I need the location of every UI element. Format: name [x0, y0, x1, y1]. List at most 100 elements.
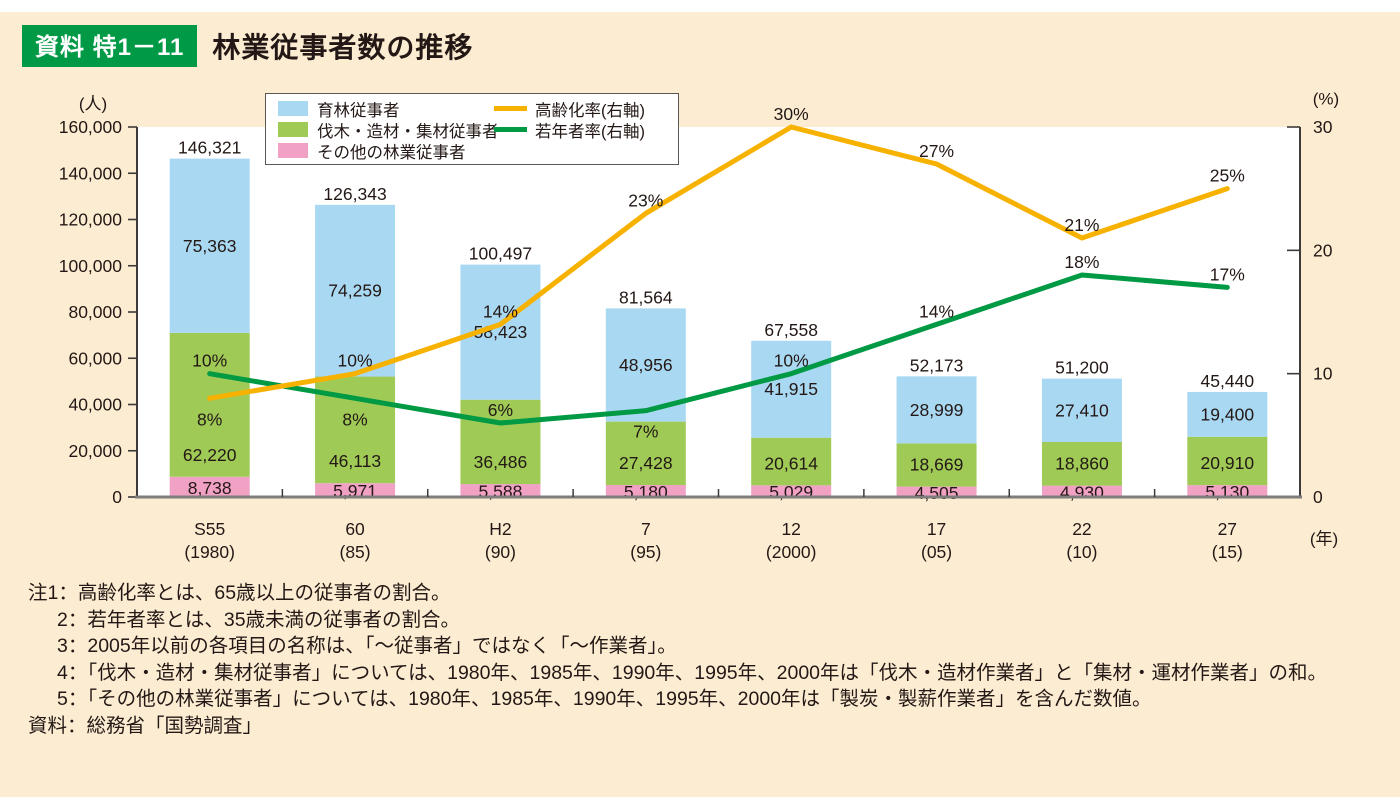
svg-text:18,669: 18,669	[910, 455, 964, 475]
svg-text:5,588: 5,588	[479, 482, 523, 502]
svg-text:140,000: 140,000	[59, 163, 123, 183]
svg-text:51,200: 51,200	[1055, 358, 1109, 378]
svg-text:81,564: 81,564	[619, 287, 673, 307]
svg-text:5,180: 5,180	[624, 482, 668, 502]
svg-text:(1980): (1980)	[184, 542, 235, 562]
svg-text:160,000: 160,000	[59, 117, 123, 137]
legend-label: 高齢化率(右軸)	[535, 101, 645, 120]
svg-text:19,400: 19,400	[1201, 404, 1255, 424]
svg-text:67,558: 67,558	[764, 320, 818, 340]
bar-value-labels: 146,321 75,363 62,220 8,738 126,343 74,259 46,…	[178, 138, 1254, 503]
svg-text:14%: 14%	[919, 301, 954, 321]
svg-text:36,486: 36,486	[474, 452, 528, 472]
svg-text:7%: 7%	[633, 422, 658, 442]
svg-text:41,915: 41,915	[764, 379, 818, 399]
svg-text:(2000): (2000)	[766, 542, 817, 562]
legend-label: その他の林業従事者	[317, 143, 466, 162]
svg-text:(%): (%)	[1313, 90, 1339, 109]
svg-text:(10): (10)	[1066, 542, 1097, 562]
y-axis-left: 0 20,000 40,000 60,000 80,000 100,000 120,000 1…	[59, 117, 137, 507]
svg-text:(85): (85)	[340, 542, 371, 562]
svg-text:6%: 6%	[488, 400, 513, 420]
svg-text:80,000: 80,000	[68, 302, 122, 322]
svg-text:100,000: 100,000	[59, 256, 123, 276]
legend-item-other: その他の林業従事者	[278, 140, 499, 162]
legend-item-logging: 伐木・造材・集材従事者	[278, 119, 499, 141]
svg-text:10%: 10%	[338, 351, 373, 371]
silviculture-swatch-icon	[278, 101, 308, 116]
note-4: 4：「伐木・造材・集材従事者」については、1980年、1985年、1990年、1…	[57, 661, 1328, 684]
note-2: 2：若年者率とは、35歳未満の従事者の割合。	[57, 608, 461, 631]
svg-text:S55: S55	[194, 519, 225, 539]
other-swatch-icon	[278, 143, 308, 158]
source-line: 資料：総務省「国勢調査」	[28, 714, 263, 737]
legend-item-young-rate: 若年者率(右軸)	[494, 119, 645, 141]
svg-text:22: 22	[1072, 519, 1091, 539]
svg-text:8,738: 8,738	[188, 478, 232, 498]
svg-text:28,999: 28,999	[910, 400, 964, 420]
young-rate-line	[207, 272, 1230, 426]
svg-text:10%: 10%	[192, 351, 227, 371]
svg-text:46,113: 46,113	[329, 451, 381, 471]
svg-text:100,497: 100,497	[469, 244, 532, 264]
svg-text:30: 30	[1313, 117, 1333, 137]
forestry-workers-chart: 0 20,000 40,000 60,000 80,000 100,000 120,000 1…	[59, 90, 1339, 563]
legend-line-entries: 高齢化率(右軸) 若年者率(右軸)	[494, 98, 645, 141]
svg-text:12: 12	[781, 519, 800, 539]
legend-bar-entries: 育林従事者 伐木・造材・集材従事者 その他の林業従事者	[278, 98, 499, 162]
svg-text:45,440: 45,440	[1201, 371, 1255, 391]
page-title: 林業従事者数の推移	[212, 32, 474, 63]
svg-text:60: 60	[345, 519, 365, 539]
note-3: 3：2005年以前の各項目の名称は、「〜従事者」ではなく「〜作業者」。	[57, 635, 677, 657]
svg-text:0: 0	[112, 487, 122, 507]
legend-item-silviculture: 育林従事者	[278, 98, 499, 120]
svg-text:5,029: 5,029	[769, 482, 813, 502]
svg-text:14%: 14%	[483, 301, 518, 321]
svg-text:40,000: 40,000	[68, 395, 122, 415]
svg-text:30%: 30%	[774, 104, 809, 124]
svg-text:18,860: 18,860	[1055, 454, 1109, 474]
svg-text:20: 20	[1313, 240, 1333, 260]
svg-text:(年): (年)	[1310, 530, 1338, 549]
svg-text:75,363: 75,363	[183, 236, 237, 256]
svg-text:20,910: 20,910	[1201, 453, 1255, 473]
svg-text:8%: 8%	[342, 409, 367, 429]
svg-text:60,000: 60,000	[68, 348, 122, 368]
svg-text:48,956: 48,956	[619, 355, 673, 375]
svg-text:21%: 21%	[1064, 215, 1099, 235]
svg-text:120,000: 120,000	[59, 210, 123, 230]
svg-text:0: 0	[1313, 487, 1323, 507]
footnotes: 注1：高齢化率とは、65歳以上の従事者の割合。 2：若年者率とは、35歳未満の従…	[28, 580, 1380, 739]
svg-text:(90): (90)	[485, 542, 516, 562]
aging-rate-line-icon	[494, 106, 527, 111]
svg-text:(05): (05)	[921, 542, 952, 562]
svg-text:10: 10	[1313, 364, 1333, 384]
x-axis-labels: S55 (1980) 60 (85) H2 (90) 7 (95) 12 (2000) 17 (05)…	[184, 519, 1242, 562]
svg-text:25%: 25%	[1210, 166, 1245, 186]
figure-number-badge: 資料 特1－11	[22, 25, 198, 67]
svg-text:(15): (15)	[1212, 542, 1243, 562]
note-5: 5：「その他の林業従事者」については、1980年、1985年、1990年、199…	[57, 688, 1152, 710]
svg-text:18%: 18%	[1064, 252, 1099, 272]
legend-item-aging-rate: 高齢化率(右軸)	[494, 98, 645, 120]
svg-text:8%: 8%	[197, 409, 222, 429]
svg-text:(人): (人)	[79, 95, 107, 114]
svg-text:17: 17	[927, 519, 946, 539]
svg-text:H2: H2	[489, 519, 511, 539]
svg-text:20,000: 20,000	[68, 441, 122, 461]
svg-text:10%: 10%	[774, 351, 809, 371]
logging-swatch-icon	[278, 122, 308, 137]
percent-labels: 8% 10% 14% 23% 30% 27% 21% 25% 10% 8% 6% 7% 10% 14% 18…	[192, 104, 1245, 442]
legend-label: 伐木・造材・集材従事者	[317, 122, 499, 141]
svg-text:23%: 23%	[628, 190, 663, 210]
svg-text:74,259: 74,259	[328, 281, 382, 301]
note-1: 注1：高齢化率とは、65歳以上の従事者の割合。	[28, 582, 451, 604]
svg-text:146,321: 146,321	[178, 138, 241, 158]
svg-text:27,428: 27,428	[619, 453, 673, 473]
svg-text:27: 27	[1218, 519, 1237, 539]
svg-text:20,614: 20,614	[764, 453, 818, 473]
svg-text:27%: 27%	[919, 141, 954, 161]
svg-text:4,930: 4,930	[1060, 482, 1104, 502]
axis-unit-labels: (人) (%) (年)	[79, 90, 1339, 549]
